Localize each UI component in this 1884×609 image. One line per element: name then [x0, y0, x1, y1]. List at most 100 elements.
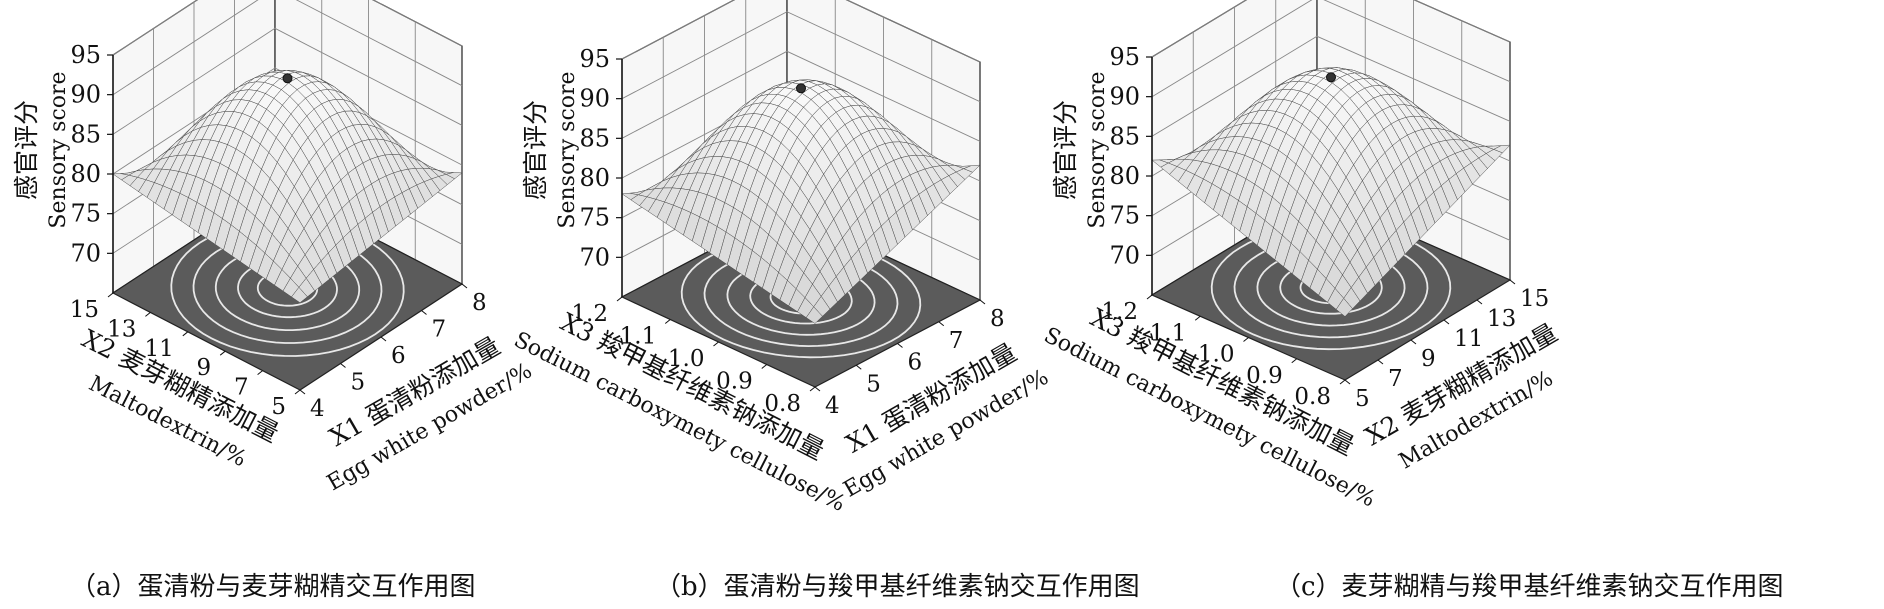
wall-gridline	[112, 0, 463, 96]
left-axis-tick-label: 1.0	[668, 346, 705, 372]
right-axis-tick-label: 6	[908, 350, 923, 376]
right-axis-tick-label: 7	[432, 317, 447, 343]
z-axis-title-cn: 感官评分	[1051, 100, 1080, 200]
left-axis-tick	[1243, 337, 1249, 342]
right-axis-tick-label: 4	[825, 393, 840, 419]
left-axis-tick	[294, 389, 301, 395]
right-axis-tick	[1509, 279, 1516, 285]
surface-patch	[291, 286, 308, 304]
z-axis-title-en: Sensory score	[46, 71, 71, 228]
z-tick-label: 75	[70, 200, 101, 228]
wall-gridline	[112, 0, 463, 56]
wall-gridline	[621, 0, 981, 63]
right-axis-tick-label: 4	[310, 396, 325, 422]
right-axis-tick	[938, 321, 945, 327]
right-axis-tick	[897, 343, 903, 348]
right-axis-tick-label: 7	[949, 328, 964, 354]
left-axis-tick-label: 0.9	[1246, 363, 1283, 389]
surface-chart-b: 70 75 80 85 90 95 感官评分 Sensory score 0.8 0.9 1.0 1.…	[510, 0, 1053, 517]
left-axis-tick	[145, 312, 151, 317]
right-axis-tick	[979, 299, 986, 305]
right-axis-tick-label: 6	[391, 343, 406, 369]
surface-patch	[1335, 297, 1353, 317]
wall-gridline	[1151, 0, 1511, 98]
left-axis-tick	[107, 292, 114, 298]
right-axis-tick	[340, 363, 346, 368]
caption-c: （c）麦芽糊精与羧甲基纤维素钠交互作用图	[1275, 572, 1784, 602]
surface-design-point	[1326, 72, 1336, 83]
right-axis-tick	[855, 364, 862, 370]
z-tick-label: 80	[579, 164, 610, 192]
z-tick-label: 70	[1109, 241, 1140, 269]
z-tick-label: 95	[70, 41, 101, 69]
z-axis-title-cn: 感官评分	[12, 100, 41, 200]
z-tick-label: 95	[1109, 43, 1140, 71]
z-tick-label: 90	[70, 81, 101, 109]
left-axis-tick-label: 7	[234, 375, 249, 401]
z-tick-label: 85	[70, 120, 101, 148]
left-axis-tick-label: 0.8	[764, 391, 801, 417]
right-axis-tick	[814, 386, 821, 392]
left-axis-tick	[1339, 379, 1346, 385]
surface-patch	[805, 306, 823, 324]
wall-gridline	[621, 11, 981, 103]
left-axis-tick-label: 15	[70, 297, 99, 323]
right-axis-tick	[421, 310, 427, 315]
left-axis-tick-label: 11	[145, 336, 174, 362]
z-tick-label: 80	[1109, 162, 1140, 190]
right-axis-tick	[1410, 339, 1417, 345]
left-axis-tick-label: 1.1	[620, 324, 657, 350]
z-axis-title-en: Sensory score	[1085, 71, 1110, 228]
z-tick-label: 75	[579, 204, 610, 232]
z-tick-label: 90	[579, 85, 610, 113]
z-tick-label: 90	[1109, 83, 1140, 111]
wall-gridline	[112, 67, 463, 175]
left-axis-tick	[809, 386, 816, 392]
right-axis-tick-label: 8	[472, 290, 487, 316]
left-axis-tick	[1194, 315, 1201, 321]
left-axis-tick-label: 13	[107, 316, 136, 342]
right-axis-tick	[380, 336, 387, 342]
wall-gridline	[621, 50, 981, 142]
left-axis-tick-label: 0.9	[716, 369, 753, 395]
right-axis-tick-label: 15	[1520, 286, 1549, 312]
left-axis-tick-label: 1.0	[1198, 342, 1235, 368]
z-tick-label: 85	[579, 124, 610, 152]
left-axis-tick-label: 9	[197, 355, 212, 381]
right-axis-tick-label: 5	[1355, 386, 1370, 412]
wall-gridline	[1151, 0, 1511, 58]
z-axis-title-en: Sensory score	[555, 71, 580, 228]
left-axis-tick-label: 1.2	[1101, 299, 1138, 325]
z-axis-title-cn: 感官评分	[521, 100, 550, 200]
right-axis-tick-label: 13	[1487, 306, 1516, 332]
right-axis-tick	[1443, 319, 1450, 325]
left-axis-tick	[257, 370, 263, 375]
left-axis-tick	[664, 319, 671, 324]
surface-design-point	[796, 83, 806, 94]
left-axis-tick-label: 0.8	[1294, 384, 1331, 410]
left-axis-tick-label: 1.1	[1150, 320, 1187, 346]
left-axis-tick	[1146, 294, 1153, 300]
right-axis-tick	[299, 389, 306, 395]
z-tick-label: 80	[70, 160, 101, 188]
left-axis-tick	[713, 341, 719, 347]
z-tick-label: 95	[579, 45, 610, 73]
caption-b: （b）蛋清粉与羧甲基纤维素钠交互作用图	[655, 572, 1140, 602]
z-tick-label: 70	[579, 243, 610, 271]
right-axis-tick-label: 11	[1454, 326, 1483, 352]
wall-gridline	[1151, 35, 1511, 137]
left-axis-tick	[616, 296, 623, 302]
left-axis-tick	[219, 350, 226, 356]
right-axis-tick	[1377, 359, 1384, 365]
right-axis-tick-label: 5	[351, 370, 366, 396]
wall-gridline	[112, 27, 463, 135]
caption-a: （a）蛋清粉与麦芽糊精交互作用图	[70, 572, 476, 602]
right-axis-tick-label: 8	[990, 306, 1005, 332]
right-axis-tick	[1344, 379, 1351, 385]
left-axis-tick	[182, 331, 189, 337]
right-axis-tick	[461, 283, 468, 289]
left-axis-tick-label: 5	[271, 394, 286, 420]
